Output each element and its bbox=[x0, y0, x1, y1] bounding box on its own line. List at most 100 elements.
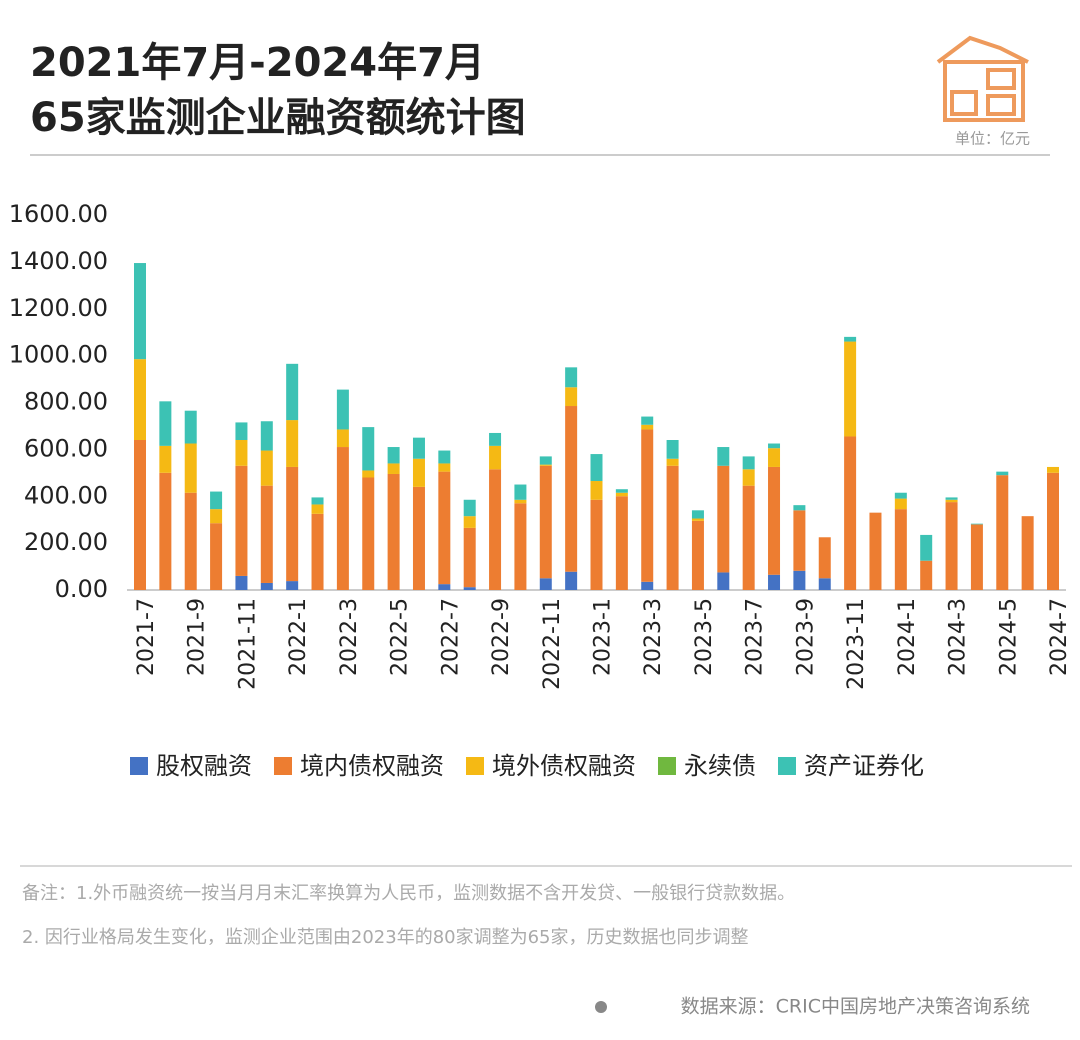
bar-segment bbox=[1047, 472, 1059, 590]
bar-segment bbox=[894, 498, 907, 510]
bar-segment bbox=[717, 465, 730, 573]
y-tick-label: 0.00 bbox=[55, 575, 108, 603]
x-tick-label: 2022-3 bbox=[337, 598, 362, 676]
bar-segment bbox=[818, 578, 831, 590]
bar-segment bbox=[793, 570, 806, 590]
bar-segment bbox=[590, 499, 603, 590]
bar-segment bbox=[768, 443, 781, 449]
bar-segment bbox=[565, 571, 578, 590]
bar-segment bbox=[742, 456, 755, 470]
y-tick-label: 1400.00 bbox=[9, 247, 108, 275]
legend-label: 永续债 bbox=[684, 752, 756, 780]
bar-segment bbox=[514, 503, 527, 590]
source-dot bbox=[595, 1001, 607, 1013]
bar-segment bbox=[666, 465, 679, 590]
bar-segment bbox=[920, 560, 933, 590]
bar-segment bbox=[463, 499, 476, 517]
bar-segment bbox=[489, 432, 502, 446]
bar-segment bbox=[336, 389, 349, 430]
bar-segment bbox=[235, 440, 248, 466]
bar-segment bbox=[286, 363, 299, 421]
bar-segment bbox=[894, 509, 907, 590]
bar-segment bbox=[362, 470, 375, 478]
bar-segment bbox=[387, 447, 400, 464]
legend-swatch bbox=[274, 757, 292, 775]
y-tick-label: 1600.00 bbox=[9, 200, 108, 228]
bar-segment bbox=[844, 341, 857, 437]
bar-segment bbox=[311, 504, 324, 514]
bar-segment bbox=[666, 440, 679, 459]
house-icon bbox=[936, 35, 1029, 122]
bar-segment bbox=[641, 424, 654, 430]
bar-segment bbox=[565, 387, 578, 407]
bar-segment bbox=[387, 473, 400, 590]
bar-segment bbox=[463, 527, 476, 588]
bar-segment bbox=[260, 421, 273, 451]
bar-segment bbox=[793, 505, 806, 511]
bar-segment bbox=[286, 581, 299, 590]
bar-segment bbox=[945, 497, 958, 500]
unit-label: 单位：亿元 bbox=[955, 130, 1030, 148]
bar-segment bbox=[235, 422, 248, 440]
bar-segment bbox=[210, 523, 223, 590]
bar-segment bbox=[311, 497, 324, 505]
bar-segment bbox=[869, 512, 882, 590]
bar-segment bbox=[438, 584, 451, 590]
bar-segment bbox=[539, 464, 552, 466]
bar-segment bbox=[134, 263, 146, 360]
bar-segment bbox=[463, 587, 476, 590]
x-tick-label: 2022-7 bbox=[438, 598, 463, 676]
bar-segment bbox=[159, 472, 172, 590]
legend-swatch bbox=[466, 757, 484, 775]
bar-segment bbox=[210, 509, 223, 524]
bar-segment bbox=[336, 447, 349, 590]
note: 备注：1.外币融资统一按当月月末汇率换算为人民币，监测数据不含开发贷、一般银行贷… bbox=[22, 883, 795, 904]
legend-label: 境外债权融资 bbox=[492, 752, 636, 780]
bar-segment bbox=[641, 429, 654, 582]
bar-segment bbox=[945, 502, 958, 590]
bar-segment bbox=[362, 427, 375, 471]
bar-segment bbox=[235, 575, 248, 590]
bar-segment bbox=[412, 458, 425, 487]
bar-segment bbox=[742, 469, 755, 486]
note: 2. 因行业格局发生变化，监测企业范围由2023年的80家调整为65家，历史数据… bbox=[22, 927, 749, 948]
bar-segment bbox=[970, 523, 983, 525]
bar-segment bbox=[894, 492, 907, 499]
bar-segment bbox=[514, 484, 527, 500]
bar-segment bbox=[336, 429, 349, 448]
bar-segment bbox=[286, 466, 299, 582]
y-tick-label: 600.00 bbox=[24, 434, 108, 462]
bar-segment bbox=[286, 420, 299, 467]
bar-segment bbox=[539, 456, 552, 465]
x-tick-label: 2023-3 bbox=[641, 598, 666, 676]
bar-segment bbox=[463, 516, 476, 528]
legend-label: 股权融资 bbox=[156, 752, 252, 780]
bar-segment bbox=[844, 336, 857, 342]
bar-segment bbox=[235, 465, 248, 576]
bar-segment bbox=[666, 458, 679, 466]
bar-segment bbox=[1021, 516, 1034, 590]
bar-segment bbox=[641, 416, 654, 425]
bar-segment bbox=[539, 465, 552, 579]
y-tick-label: 400.00 bbox=[24, 481, 108, 509]
bar-segment bbox=[615, 489, 628, 493]
bar-segment bbox=[844, 436, 857, 590]
bar-segment bbox=[210, 491, 223, 510]
bar-segment bbox=[615, 492, 628, 497]
legend: 股权融资 境内债权融资 境外债权融资 永续债 资产证券化 bbox=[130, 752, 924, 780]
bar-segment bbox=[768, 448, 781, 467]
bar-segment bbox=[920, 534, 933, 561]
bar-segment bbox=[438, 450, 451, 464]
x-tick-label: 2022-1 bbox=[286, 598, 311, 676]
x-tick-label: 2021-7 bbox=[134, 598, 159, 676]
x-tick-label: 2024-1 bbox=[895, 598, 920, 676]
bar-segment bbox=[489, 445, 502, 470]
bar-segment bbox=[311, 513, 324, 590]
bar-segment bbox=[260, 485, 273, 583]
y-tick-label: 200.00 bbox=[24, 528, 108, 556]
bar-segment bbox=[438, 463, 451, 472]
x-tick-label: 2023-7 bbox=[743, 598, 768, 676]
bar-segment bbox=[387, 463, 400, 474]
bar-segment bbox=[565, 367, 578, 388]
bar-segment bbox=[996, 475, 1009, 590]
